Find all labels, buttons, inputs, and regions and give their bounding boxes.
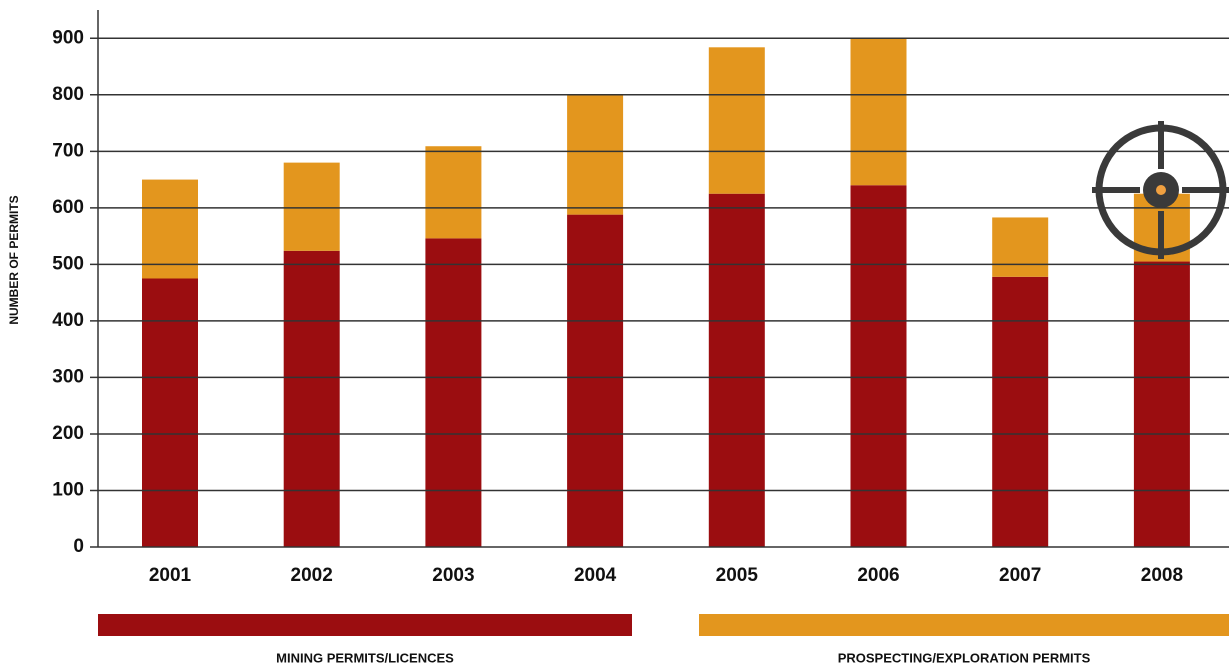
bar-segment	[567, 214, 624, 548]
bar-segment	[283, 162, 340, 251]
crosshair-icon	[1092, 121, 1229, 259]
bar-segment	[708, 193, 765, 548]
x-tick-label: 2002	[291, 565, 333, 586]
legend-swatch	[98, 614, 632, 636]
y-tick-label: 700	[52, 140, 84, 161]
y-tick-label: 200	[52, 423, 84, 444]
bar-segment	[992, 217, 1049, 277]
legend-label: PROSPECTING/EXPLORATION PERMITS	[838, 650, 1091, 665]
y-tick-label: 500	[52, 253, 84, 274]
bar-segment	[850, 185, 907, 548]
bar-segment	[567, 94, 624, 215]
bar-segment	[283, 250, 340, 547]
bar-segment	[425, 238, 482, 547]
legend-label: MINING PERMITS/LICENCES	[276, 650, 454, 665]
bar-segment	[425, 146, 482, 239]
x-tick-label: 2004	[574, 565, 617, 586]
grid	[90, 37, 1229, 548]
bar-segment	[708, 47, 765, 194]
y-tick-label: 400	[52, 310, 84, 331]
y-tick-label: 600	[52, 197, 84, 218]
bars	[142, 38, 1190, 548]
legend-swatch	[699, 614, 1229, 636]
x-tick-label: 2005	[716, 565, 759, 586]
bar-segment	[1133, 261, 1190, 547]
x-tick-label: 2008	[1141, 565, 1183, 586]
y-tick-label: 100	[52, 479, 84, 500]
x-tick-label: 2006	[857, 565, 899, 586]
y-tick-label: 800	[52, 84, 84, 105]
x-tick-label: 2003	[432, 565, 474, 586]
x-tick-label: 2007	[999, 565, 1041, 586]
bar-segment	[992, 276, 1049, 547]
y-tick-label: 900	[52, 27, 84, 48]
x-tick-label: 2001	[149, 565, 192, 586]
y-tick-label: 300	[52, 366, 84, 387]
bar-segment	[142, 278, 198, 547]
y-tick-label: 0	[73, 536, 84, 557]
y-axis-label: NUMBER OF PERMITS	[7, 195, 21, 324]
bar-segment	[850, 38, 907, 186]
bar-segment	[142, 179, 198, 279]
